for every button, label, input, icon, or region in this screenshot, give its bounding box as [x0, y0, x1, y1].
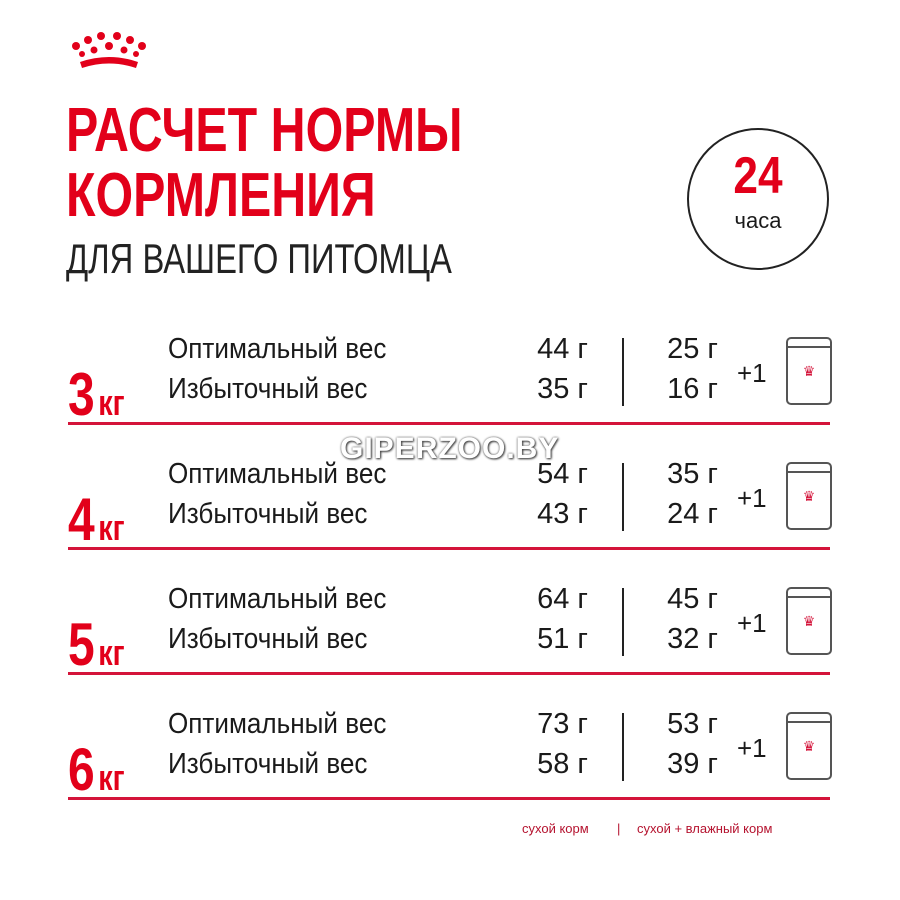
- excess-weight-label: Избыточный вес: [168, 623, 368, 655]
- pouch-icon: ♛: [786, 712, 832, 780]
- row-divider: [68, 422, 830, 425]
- plus-one-pouch: +1: [737, 608, 767, 638]
- crown-logo-icon: [72, 32, 146, 68]
- mix-excess: 24 г: [667, 498, 718, 530]
- column-divider: [622, 463, 624, 531]
- plus-one-pouch: +1: [737, 733, 767, 763]
- legend-dry: сухой корм: [522, 821, 589, 836]
- weight-value: 3: [68, 361, 95, 428]
- column-divider: [622, 588, 624, 656]
- weight-label: 6 кг: [68, 735, 125, 804]
- weight-unit: кг: [98, 632, 125, 673]
- pouch-icon: ♛: [786, 587, 832, 655]
- mix-excess: 39 г: [667, 748, 718, 780]
- excess-weight-label: Избыточный вес: [168, 748, 368, 780]
- weight-label: 5 кг: [68, 610, 125, 679]
- 24-hours-badge: 24 часа: [687, 128, 829, 270]
- dry-optimal: 54 г: [537, 458, 588, 490]
- title-line-2: КОРМЛЕНИЯ: [66, 161, 376, 230]
- row-divider: [68, 797, 830, 800]
- plus-one-pouch: +1: [737, 483, 767, 513]
- dry-excess: 43 г: [537, 498, 588, 530]
- mix-optimal: 53 г: [667, 708, 718, 740]
- row-divider: [68, 547, 830, 550]
- dry-excess: 51 г: [537, 623, 588, 655]
- weight-unit: кг: [98, 382, 125, 423]
- mix-optimal: 45 г: [667, 583, 718, 615]
- legend-separator: |: [617, 821, 621, 836]
- dry-optimal: 73 г: [537, 708, 588, 740]
- column-divider: [622, 713, 624, 781]
- badge-unit: часа: [734, 208, 782, 233]
- excess-weight-label: Избыточный вес: [168, 373, 368, 405]
- column-divider: [622, 338, 624, 406]
- weight-row: 3 кг Оптимальный вес Избыточный вес 44 г…: [0, 330, 900, 455]
- weight-label: 3 кг: [68, 360, 125, 429]
- title-line-1: РАСЧЕТ НОРМЫ: [66, 96, 463, 165]
- mix-excess: 32 г: [667, 623, 718, 655]
- weight-unit: кг: [98, 507, 125, 548]
- optimal-weight-label: Оптимальный вес: [168, 583, 387, 615]
- weight-value: 6: [68, 736, 95, 803]
- pouch-icon: ♛: [786, 462, 832, 530]
- weight-label: 4 кг: [68, 485, 125, 554]
- subtitle: ДЛЯ ВАШЕГО ПИТОМЦА: [66, 235, 452, 282]
- weight-row: 5 кг Оптимальный вес Избыточный вес 64 г…: [0, 580, 900, 705]
- watermark: GIPERZOO.BY: [340, 432, 560, 465]
- weight-row: 6 кг Оптимальный вес Избыточный вес 73 г…: [0, 705, 900, 830]
- mix-excess: 16 г: [667, 373, 718, 405]
- row-divider: [68, 672, 830, 675]
- mix-optimal: 25 г: [667, 333, 718, 365]
- weight-unit: кг: [98, 757, 125, 798]
- weight-value: 4: [68, 486, 95, 553]
- dry-excess: 35 г: [537, 373, 588, 405]
- optimal-weight-label: Оптимальный вес: [168, 333, 387, 365]
- dry-optimal: 64 г: [537, 583, 588, 615]
- legend-mix: сухой + влажный корм: [637, 821, 773, 836]
- mix-optimal: 35 г: [667, 458, 718, 490]
- plus-one-pouch: +1: [737, 358, 767, 388]
- optimal-weight-label: Оптимальный вес: [168, 708, 387, 740]
- pouch-icon: ♛: [786, 337, 832, 405]
- optimal-weight-label: Оптимальный вес: [168, 458, 387, 490]
- dry-optimal: 44 г: [537, 333, 588, 365]
- excess-weight-label: Избыточный вес: [168, 498, 368, 530]
- weight-value: 5: [68, 611, 95, 678]
- dry-excess: 58 г: [537, 748, 588, 780]
- badge-number: 24: [733, 147, 783, 205]
- weight-row: 4 кг Оптимальный вес Избыточный вес 54 г…: [0, 455, 900, 580]
